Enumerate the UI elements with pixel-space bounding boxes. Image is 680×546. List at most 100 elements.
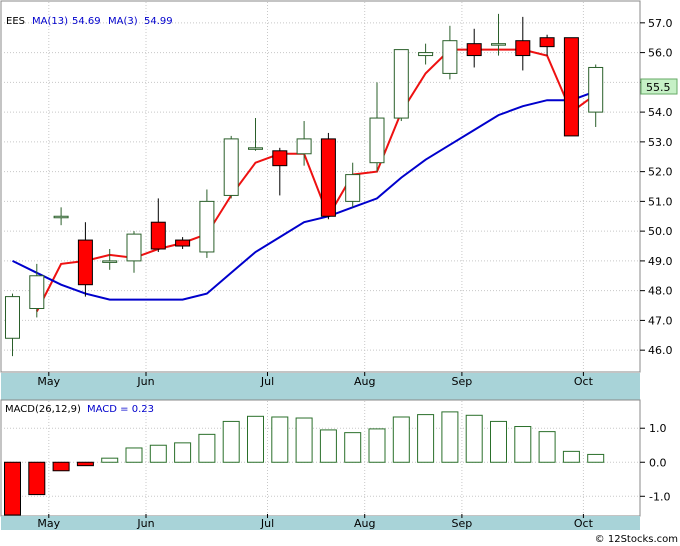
macd-bar <box>538 431 556 463</box>
macd-bar <box>149 444 167 463</box>
legend-ma3-label: MA(3) <box>108 16 138 27</box>
price-tick-label: 51.0 <box>648 195 673 208</box>
candle <box>418 43 434 65</box>
macd-month-label: Sep <box>452 517 473 530</box>
macd-tick-label: -1.0 <box>649 490 670 503</box>
candle <box>491 13 506 56</box>
macd-month-band <box>1 516 640 530</box>
macd-bar <box>562 450 580 463</box>
candle <box>320 132 336 220</box>
candle <box>5 293 20 357</box>
candle <box>199 189 215 258</box>
candle <box>272 147 288 196</box>
candle-body-up <box>296 138 312 155</box>
macd-bar <box>222 420 240 463</box>
legend-ma13-value: 54.69 <box>72 16 101 27</box>
macd-bar <box>295 417 313 463</box>
last-price-label: 55.5 <box>646 81 671 94</box>
candle-body-up <box>126 233 142 262</box>
macd-bar <box>417 414 435 463</box>
macd-bar <box>319 429 337 463</box>
candle <box>126 231 142 273</box>
price-tick-label: 46.0 <box>648 344 673 357</box>
price-month-label: Aug <box>354 375 375 388</box>
legend-ma13-label: MA(13) <box>32 16 68 27</box>
macd-bar <box>198 433 216 463</box>
macd-bar <box>465 414 483 463</box>
macd-bar <box>490 420 507 463</box>
candle-body-down <box>77 239 93 286</box>
macd-bar <box>271 416 289 463</box>
candle-body-down <box>150 221 166 250</box>
last-price-box <box>640 78 678 95</box>
macd-value-label: MACD = 0.23 <box>87 404 154 415</box>
price-tick-label: 57.0 <box>648 17 673 30</box>
candle <box>563 37 579 137</box>
macd-bar <box>514 426 532 463</box>
macd-month-label: Aug <box>354 517 375 530</box>
macd-bar <box>52 461 70 472</box>
macd-bar <box>247 415 264 463</box>
candle <box>175 237 191 249</box>
price-tick-label: 47.0 <box>648 314 673 327</box>
candle-body-up <box>5 296 20 339</box>
candle <box>588 64 604 127</box>
price-tick-label: 49.0 <box>648 255 673 268</box>
macd-tick-label: 0.0 <box>649 456 667 469</box>
macd-bar <box>368 428 386 463</box>
candle-body-down <box>320 138 336 217</box>
price-tick-label: 52.0 <box>648 166 673 179</box>
macd-bar <box>101 457 119 463</box>
candle-body-up <box>588 66 604 113</box>
candle <box>150 198 166 252</box>
macd-month-label: Oct <box>574 517 594 530</box>
macd-bar <box>28 461 46 496</box>
price-tick-label: 48.0 <box>648 285 673 298</box>
candle <box>29 263 45 318</box>
price-month-label: Jun <box>136 375 154 388</box>
macd-bar <box>174 442 192 463</box>
candle-body-down <box>515 40 531 57</box>
candle-body-up <box>369 117 385 164</box>
price-axis: 46.047.048.049.050.051.052.053.054.055.0… <box>640 17 673 357</box>
macd-bar <box>587 453 605 463</box>
macd-title: MACD(26,12,9) <box>5 404 81 415</box>
macd-month-label: Jun <box>136 517 154 530</box>
candle-body-up <box>53 215 69 219</box>
watermark: © 12Stocks.com <box>595 534 678 545</box>
candle <box>466 28 482 68</box>
candle <box>77 222 93 297</box>
candle-body-up <box>491 43 506 46</box>
candle-body-up <box>102 260 118 263</box>
candle-body-up <box>223 138 239 196</box>
macd-bar <box>76 461 94 467</box>
candle <box>248 118 263 151</box>
price-month-label: Oct <box>574 375 594 388</box>
candle-body-up <box>418 52 434 57</box>
candle <box>296 121 312 166</box>
price-tick-label: 54.0 <box>648 106 673 119</box>
candle-body-up <box>393 49 409 119</box>
price-month-band <box>1 373 640 400</box>
macd-month-label: May <box>37 517 60 530</box>
macd-bars <box>4 411 605 516</box>
price-panel <box>0 0 641 373</box>
candle-body-down <box>466 43 482 57</box>
macd-bar <box>344 432 362 463</box>
price-tick-label: 53.0 <box>648 136 673 149</box>
price-tick-label: 50.0 <box>648 225 673 238</box>
legend-ticker: EES <box>6 16 25 27</box>
price-month-label: May <box>37 375 60 388</box>
price-month-label: Jul <box>260 375 274 388</box>
candle-body-up <box>199 200 215 253</box>
candle-body-up <box>442 40 458 74</box>
macd-axis: 1.0 0.0 -1.0 <box>640 422 670 503</box>
candle <box>515 16 531 71</box>
candle-body-down <box>539 37 555 48</box>
macd-tick-label: 1.0 <box>649 422 667 435</box>
candle-body-down <box>175 239 191 247</box>
candle-body-down <box>563 37 579 137</box>
macd-month-label: Jul <box>260 517 274 530</box>
price-month-label: Sep <box>452 375 473 388</box>
